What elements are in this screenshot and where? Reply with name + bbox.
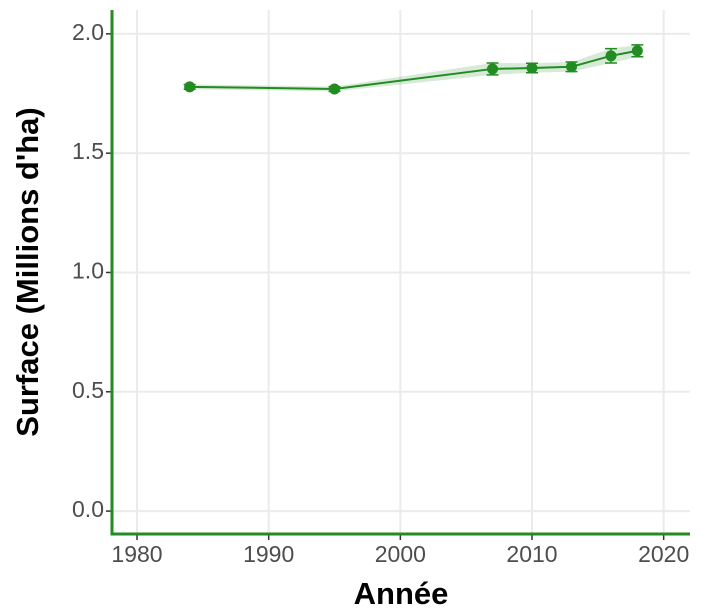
y-tick-label: 0.0 [72, 496, 104, 522]
point [487, 63, 499, 75]
y-tick-label: 2.0 [72, 19, 104, 45]
x-axis-title: Année [354, 576, 449, 611]
x-tick-label: 1980 [111, 541, 162, 567]
point [526, 62, 538, 74]
point [566, 61, 578, 73]
point [329, 83, 341, 95]
x-tick-label: 2020 [638, 541, 689, 567]
y-tick-label: 1.5 [72, 138, 104, 164]
point [605, 50, 617, 62]
x-tick-label: 2000 [375, 541, 426, 567]
point [631, 45, 643, 57]
y-tick-label: 1.0 [72, 258, 104, 284]
point [184, 81, 196, 93]
x-tick-label: 2010 [506, 541, 557, 567]
x-tick-label: 1990 [243, 541, 294, 567]
y-tick-label: 0.5 [72, 377, 104, 403]
y-axis-title: Surface (Millions d'ha) [10, 107, 45, 436]
